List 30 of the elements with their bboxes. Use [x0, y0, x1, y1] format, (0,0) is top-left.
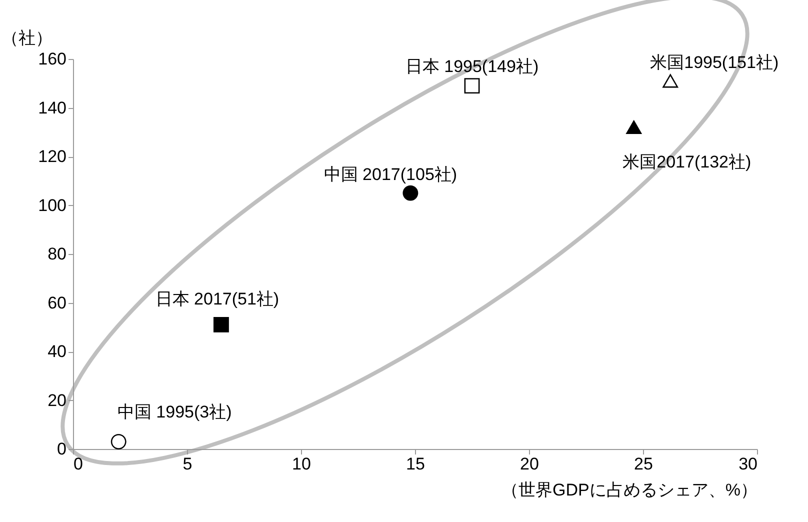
x-tick-label: 0	[74, 454, 83, 474]
y-tick-label: 160	[38, 50, 66, 68]
y-tick-label: 100	[38, 196, 66, 215]
y-tick-label: 20	[48, 390, 66, 410]
x-tick-label: 5	[182, 454, 192, 474]
x-tick-label: 25	[634, 454, 653, 474]
x-tick-label: 30	[738, 454, 758, 474]
series-label: 日本 2017(51社)	[155, 290, 280, 309]
series-label: 日本 1995(149社)	[405, 56, 539, 76]
y-tick-label: 60	[48, 293, 66, 312]
y-tick-label: 120	[38, 147, 66, 166]
point	[464, 78, 480, 94]
x-tick-label: 10	[292, 454, 311, 474]
y-axis-title: （社）	[2, 28, 52, 48]
point	[402, 185, 418, 201]
y-tick-label: 40	[48, 342, 66, 361]
series-label: 米国2017(132社)	[622, 152, 752, 172]
point	[662, 74, 678, 88]
x-axis-title: （世界GDPに占めるシェア、%）	[502, 480, 758, 500]
point	[110, 434, 126, 450]
y-tick-label: 140	[38, 98, 66, 118]
y-tick-label: 0	[57, 440, 66, 458]
series-label: 米国1995(151社)	[650, 52, 779, 72]
point	[213, 316, 229, 332]
x-tick-label: 15	[406, 454, 425, 474]
point	[626, 120, 642, 134]
y-tick-label: 80	[48, 244, 66, 264]
x-tick-label: 20	[520, 454, 539, 474]
series-label: 中国 1995(3社)	[117, 402, 232, 422]
series-label: 中国 2017(105社)	[324, 165, 458, 184]
